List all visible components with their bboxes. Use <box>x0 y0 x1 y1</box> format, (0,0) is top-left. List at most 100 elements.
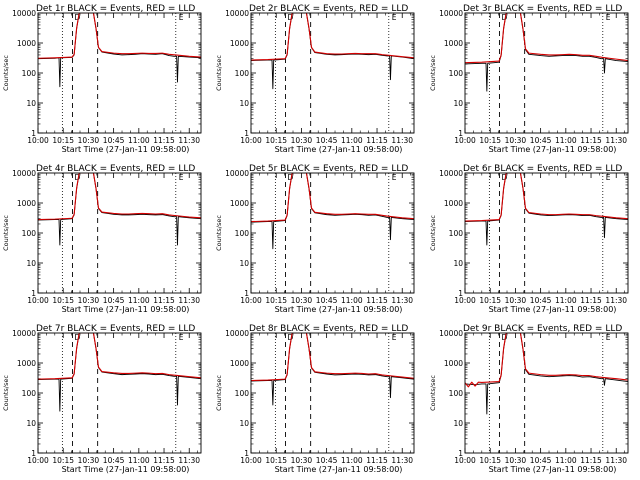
x-tick-label: 11:30 <box>605 136 627 145</box>
marker-label: E <box>179 173 184 182</box>
x-tick-label: 11:00 <box>341 136 363 145</box>
x-tick-label: 11:30 <box>178 456 200 465</box>
marker-label: E <box>179 333 184 342</box>
series-line-lld <box>465 333 628 388</box>
y-tick-label: 1000 <box>230 359 249 368</box>
x-tick-label: 10:45 <box>103 296 125 305</box>
chart-panel: Det 8r BLACK = Events, RED = LLD 1 10 100 10… <box>215 324 415 474</box>
y-tick-label: 10 <box>26 99 36 108</box>
y-tick-label: 10000 <box>225 9 249 18</box>
y-tick-label: 10000 <box>439 9 463 18</box>
x-tick-label: 10:15 <box>479 136 501 145</box>
y-tick-label: 1000 <box>17 199 36 208</box>
marker-label: E <box>606 13 611 22</box>
x-tick-label: 10:45 <box>316 136 338 145</box>
x-tick-label: 10:00 <box>27 296 49 305</box>
series-group <box>38 13 201 88</box>
y-axis-label: Counts/sec <box>2 55 10 91</box>
y-tick-label: 10000 <box>439 169 463 178</box>
x-axis-label: Start Time (27-Jan-11 09:58:00) <box>62 145 190 154</box>
plot-frame <box>37 12 202 134</box>
marker-label: E <box>606 333 611 342</box>
series-group <box>38 333 201 412</box>
chart-panel: Det 9r BLACK = Events, RED = LLD 1 10 100 10… <box>429 324 629 474</box>
x-tick-label: 10:30 <box>505 456 527 465</box>
x-tick-label: 10:00 <box>454 136 476 145</box>
x-tick-label: 10:15 <box>52 136 74 145</box>
series-line-lld <box>251 333 414 382</box>
series-line-events <box>251 333 414 406</box>
y-tick-label: 1 <box>31 449 36 458</box>
y-tick-label: 1 <box>458 449 463 458</box>
x-tick-label: 10:45 <box>530 456 552 465</box>
series-line-events <box>465 173 628 246</box>
y-tick-label: 100 <box>449 69 464 78</box>
y-tick-label: 1000 <box>230 39 249 48</box>
x-tick-label: 10:00 <box>240 296 262 305</box>
chart-title: Det 4r BLACK = Events, RED = LLD <box>36 164 195 174</box>
chart-title: Det 1r BLACK = Events, RED = LLD <box>36 4 195 14</box>
chart-panel: Det 6r BLACK = Events, RED = LLD 1 10 100 10… <box>429 164 629 314</box>
marker-label: D <box>287 333 293 342</box>
x-axis-label: Start Time (27-Jan-11 09:58:00) <box>62 465 190 474</box>
y-tick-label: 1000 <box>17 359 36 368</box>
y-tick-label: 10 <box>453 419 463 428</box>
y-tick-label: 1 <box>244 289 249 298</box>
chart-title: Det 8r BLACK = Events, RED = LLD <box>249 324 408 334</box>
x-tick-label: 11:15 <box>366 296 388 305</box>
y-tick-label: 100 <box>235 69 250 78</box>
x-tick-label: 11:00 <box>555 136 577 145</box>
y-tick-label: 1000 <box>230 199 249 208</box>
series-line-events <box>38 173 201 246</box>
x-tick-label: 10:00 <box>454 296 476 305</box>
marker-label: E <box>606 173 611 182</box>
y-tick-label: 10 <box>239 99 249 108</box>
x-tick-label: 11:30 <box>605 296 627 305</box>
x-axis-label: Start Time (27-Jan-11 09:58:00) <box>62 305 190 314</box>
marker-label: E <box>179 13 184 22</box>
y-tick-label: 10 <box>26 259 36 268</box>
series-group <box>251 333 414 406</box>
chart-panel: Det 2r BLACK = Events, RED = LLD 1 10 100 10… <box>215 4 415 154</box>
x-tick-label: 10:30 <box>78 296 100 305</box>
series-line-events <box>251 173 414 250</box>
y-tick-label: 10000 <box>12 9 36 18</box>
x-tick-label: 10:30 <box>291 296 313 305</box>
x-tick-label: 11:00 <box>555 296 577 305</box>
marker-label: D <box>501 13 507 22</box>
x-tick-label: 10:45 <box>103 136 125 145</box>
chart-panel: Det 3r BLACK = Events, RED = LLD 1 10 100 10… <box>429 4 629 154</box>
marker-label: E <box>392 173 397 182</box>
chart-panel: Det 4r BLACK = Events, RED = LLD 1 10 100 10… <box>2 164 202 314</box>
marker-label: D <box>74 333 80 342</box>
chart-panel: Det 7r BLACK = Events, RED = LLD 1 10 100 10… <box>2 324 202 474</box>
marker-label: D <box>287 173 293 182</box>
marker-label: E <box>392 333 397 342</box>
x-tick-label: 10:00 <box>240 136 262 145</box>
x-tick-label: 10:00 <box>240 456 262 465</box>
y-axis-label: Counts/sec <box>429 375 437 411</box>
x-tick-label: 11:15 <box>366 456 388 465</box>
x-tick-label: 10:30 <box>78 136 100 145</box>
marker-label: D <box>287 13 293 22</box>
series-line-events <box>38 333 201 412</box>
x-tick-label: 11:15 <box>580 456 602 465</box>
series-group <box>465 333 628 415</box>
x-axis-label: Start Time (27-Jan-11 09:58:00) <box>489 305 617 314</box>
plot-frame <box>250 12 415 134</box>
chart-title: Det 2r BLACK = Events, RED = LLD <box>249 4 408 14</box>
plot-frame <box>464 332 629 454</box>
y-tick-label: 100 <box>235 389 250 398</box>
y-axis-label: Counts/sec <box>215 215 223 251</box>
x-tick-label: 10:45 <box>530 136 552 145</box>
y-axis-label: Counts/sec <box>429 215 437 251</box>
marker-label: D <box>501 333 507 342</box>
y-tick-label: 10 <box>239 419 249 428</box>
plot-frame <box>37 172 202 294</box>
x-tick-label: 11:30 <box>605 456 627 465</box>
y-axis-label: Counts/sec <box>2 375 10 411</box>
x-tick-label: 10:15 <box>52 456 74 465</box>
marker-label: E <box>392 13 397 22</box>
y-tick-label: 1 <box>244 129 249 138</box>
chart-panel: Det 1r BLACK = Events, RED = LLD 1 10 100 10… <box>2 4 202 154</box>
